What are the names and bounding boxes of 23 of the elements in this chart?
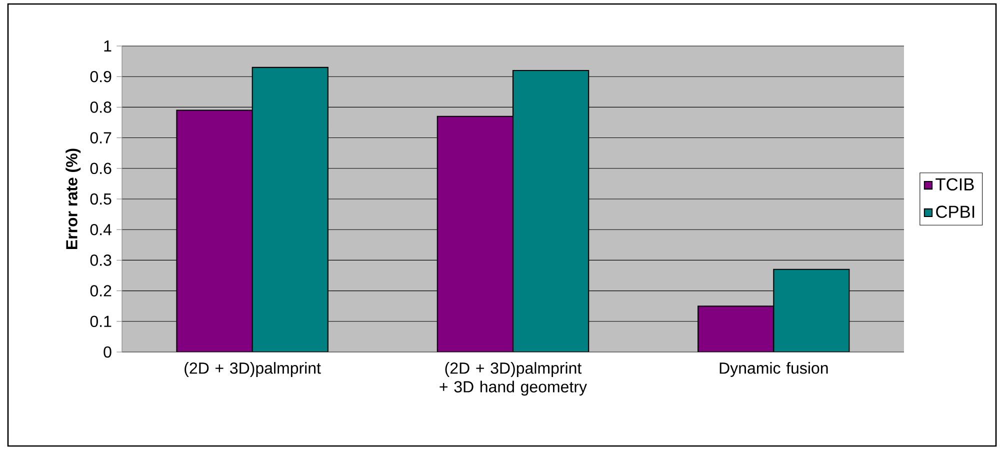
y-tick-label: 0.4 <box>90 224 112 236</box>
bar <box>698 306 774 352</box>
bar <box>252 66 328 352</box>
y-tick-label: 0.1 <box>90 316 112 328</box>
bar <box>436 116 514 352</box>
y-tick-label: 1 <box>104 40 112 52</box>
x-tick-label: (2D + 3D)palmprint <box>184 362 321 377</box>
y-tick-label: 0.8 <box>90 102 112 113</box>
bar <box>773 268 850 352</box>
y-tick-label: 0.9 <box>90 70 112 82</box>
y-tick-label: 0.7 <box>90 132 112 144</box>
y-tick-label: 0.6 <box>90 162 112 174</box>
y-tick-label: 0.3 <box>90 254 112 266</box>
x-tick-label: Dynamic fusion <box>720 362 828 377</box>
y-tick-label: 0 <box>104 346 112 358</box>
bar <box>176 110 253 352</box>
y-axis-title: Error rate (%) <box>66 148 81 250</box>
legend-label: CPBI <box>936 206 974 218</box>
y-tick-label: 0.2 <box>90 285 112 296</box>
x-tick-label: (2D + 3D)palmprint + 3D hand geometry <box>440 362 587 396</box>
y-tick-label: 0.5 <box>90 193 112 205</box>
legend-label: TCIB <box>936 178 974 190</box>
bar <box>512 70 590 352</box>
